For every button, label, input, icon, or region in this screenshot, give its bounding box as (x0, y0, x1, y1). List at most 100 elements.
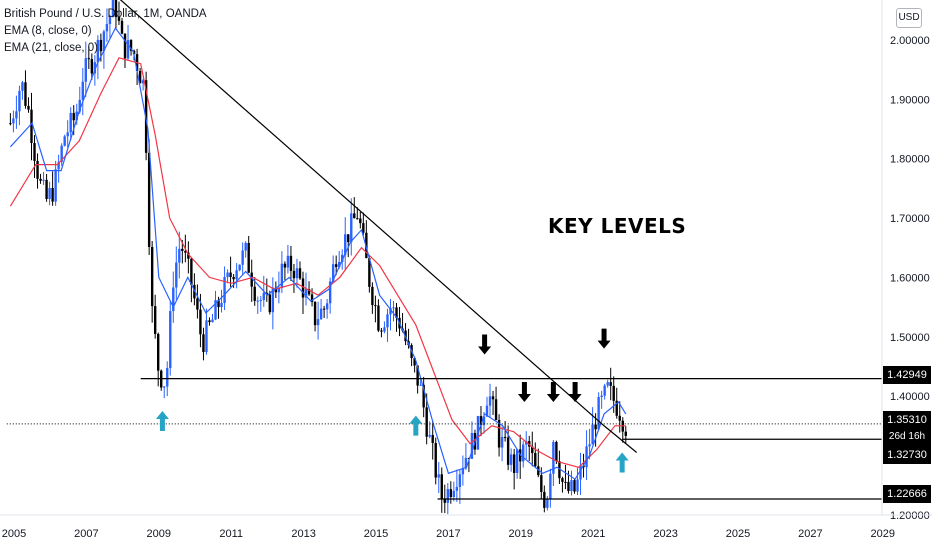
x-tick-label: 2015 (364, 528, 388, 540)
candle-body (256, 300, 259, 302)
trendline-extension[interactable] (603, 425, 638, 453)
candle-body (570, 480, 573, 492)
legend-symbol[interactable]: British Pound / U.S. Dollar, 1M, OANDA (4, 8, 207, 20)
key-levels-annotation: KEY LEVELS (548, 214, 687, 238)
candle-body (27, 105, 30, 110)
candle-body (172, 287, 175, 312)
candle-body (534, 453, 537, 467)
candle-body (624, 431, 627, 436)
candle-body (437, 474, 440, 478)
candle-body (603, 385, 606, 396)
candle-body (93, 62, 97, 74)
candle-body (217, 300, 220, 308)
candle-body (48, 188, 51, 199)
legend-ema21[interactable]: EMA (21, close, 0) (4, 42, 98, 54)
trendline[interactable] (119, 0, 605, 427)
candle-body (347, 234, 350, 243)
candle-body (150, 247, 154, 307)
candle-body (606, 382, 609, 386)
candle-body (310, 294, 314, 302)
x-tick-label: 2019 (509, 528, 533, 540)
y-tick-label: 1.50000 (890, 332, 930, 344)
time-axis[interactable]: 2005 2007 2009 2011 2013 2015 2017 2019 2021 2023… (0, 514, 932, 540)
candle-body (280, 263, 284, 288)
candle-body (199, 309, 202, 335)
candle-body (184, 250, 187, 253)
candle-body (464, 457, 468, 469)
candle-body (313, 301, 317, 326)
candle-body (24, 82, 27, 106)
candle-body (178, 248, 181, 263)
candle-body (546, 498, 549, 508)
candle-body (202, 334, 205, 353)
candle-body (341, 254, 344, 262)
price-tag-countdown: 26d 16h (883, 428, 931, 446)
candle-body (443, 498, 446, 503)
candle-body (30, 109, 33, 144)
candle-body (147, 152, 151, 248)
candle-body (615, 400, 618, 416)
candle-body (325, 303, 329, 310)
candle-body (491, 396, 495, 400)
candle-body (253, 286, 256, 301)
legend-ema8[interactable]: EMA (8, close, 0) (4, 25, 92, 37)
candle-body (114, 0, 118, 18)
candle-body (425, 407, 428, 437)
candle-body (328, 281, 332, 304)
candle-body (482, 416, 486, 426)
candle-body (205, 320, 208, 353)
candle-body (362, 223, 365, 233)
currency-button[interactable]: USD (896, 8, 922, 28)
candle-body (66, 132, 69, 137)
candle-body (298, 268, 302, 279)
candle-body (531, 446, 534, 454)
candle-body (389, 308, 392, 315)
candle-body (515, 449, 519, 474)
x-tick-label: 2013 (291, 528, 315, 540)
candle-body (42, 179, 45, 181)
candle-body (331, 264, 335, 282)
candle-body (455, 487, 459, 491)
candle-body (561, 478, 564, 482)
candle-body (187, 252, 190, 259)
candle-body (585, 446, 588, 468)
candle-body (105, 24, 109, 32)
candle-body (166, 368, 169, 387)
candle-body (301, 278, 305, 298)
down-arrow-icon (597, 328, 611, 349)
candle-body (96, 39, 100, 63)
x-tick-label: 2005 (2, 528, 26, 540)
candle-body (597, 397, 600, 430)
candle-body (265, 292, 268, 295)
price-axis[interactable]: 2.00000 1.90000 1.80000 1.70000 1.60000 1.500… (881, 0, 930, 522)
candle-body (208, 320, 211, 323)
down-arrow-icon (546, 382, 560, 403)
candle-body (452, 490, 456, 498)
candle-body (78, 99, 81, 112)
candle-body (555, 441, 558, 462)
candle-body (138, 70, 142, 84)
candle-body (374, 305, 377, 307)
candle-body (45, 179, 48, 199)
up-arrow-icon (155, 410, 169, 431)
y-tick-label: 2.00000 (890, 35, 930, 47)
candle-body (84, 58, 87, 82)
price-tag-resistance: 1.42949 (883, 366, 931, 384)
down-arrow-icon (568, 382, 582, 403)
candle-body (440, 474, 443, 499)
y-tick-label: 1.70000 (890, 213, 930, 225)
up-arrow-icon (409, 415, 423, 436)
candle-body (190, 258, 193, 285)
down-arrow-icon (478, 334, 492, 355)
candle-body (12, 118, 15, 124)
candle-body (21, 82, 24, 91)
candle-body (87, 58, 91, 60)
candle-body (377, 305, 380, 331)
candle-body (591, 424, 594, 445)
candle-body (223, 277, 226, 303)
candle-body (72, 112, 75, 121)
candle-body (51, 188, 54, 202)
candle-body (509, 454, 513, 465)
candle-body (344, 234, 347, 255)
